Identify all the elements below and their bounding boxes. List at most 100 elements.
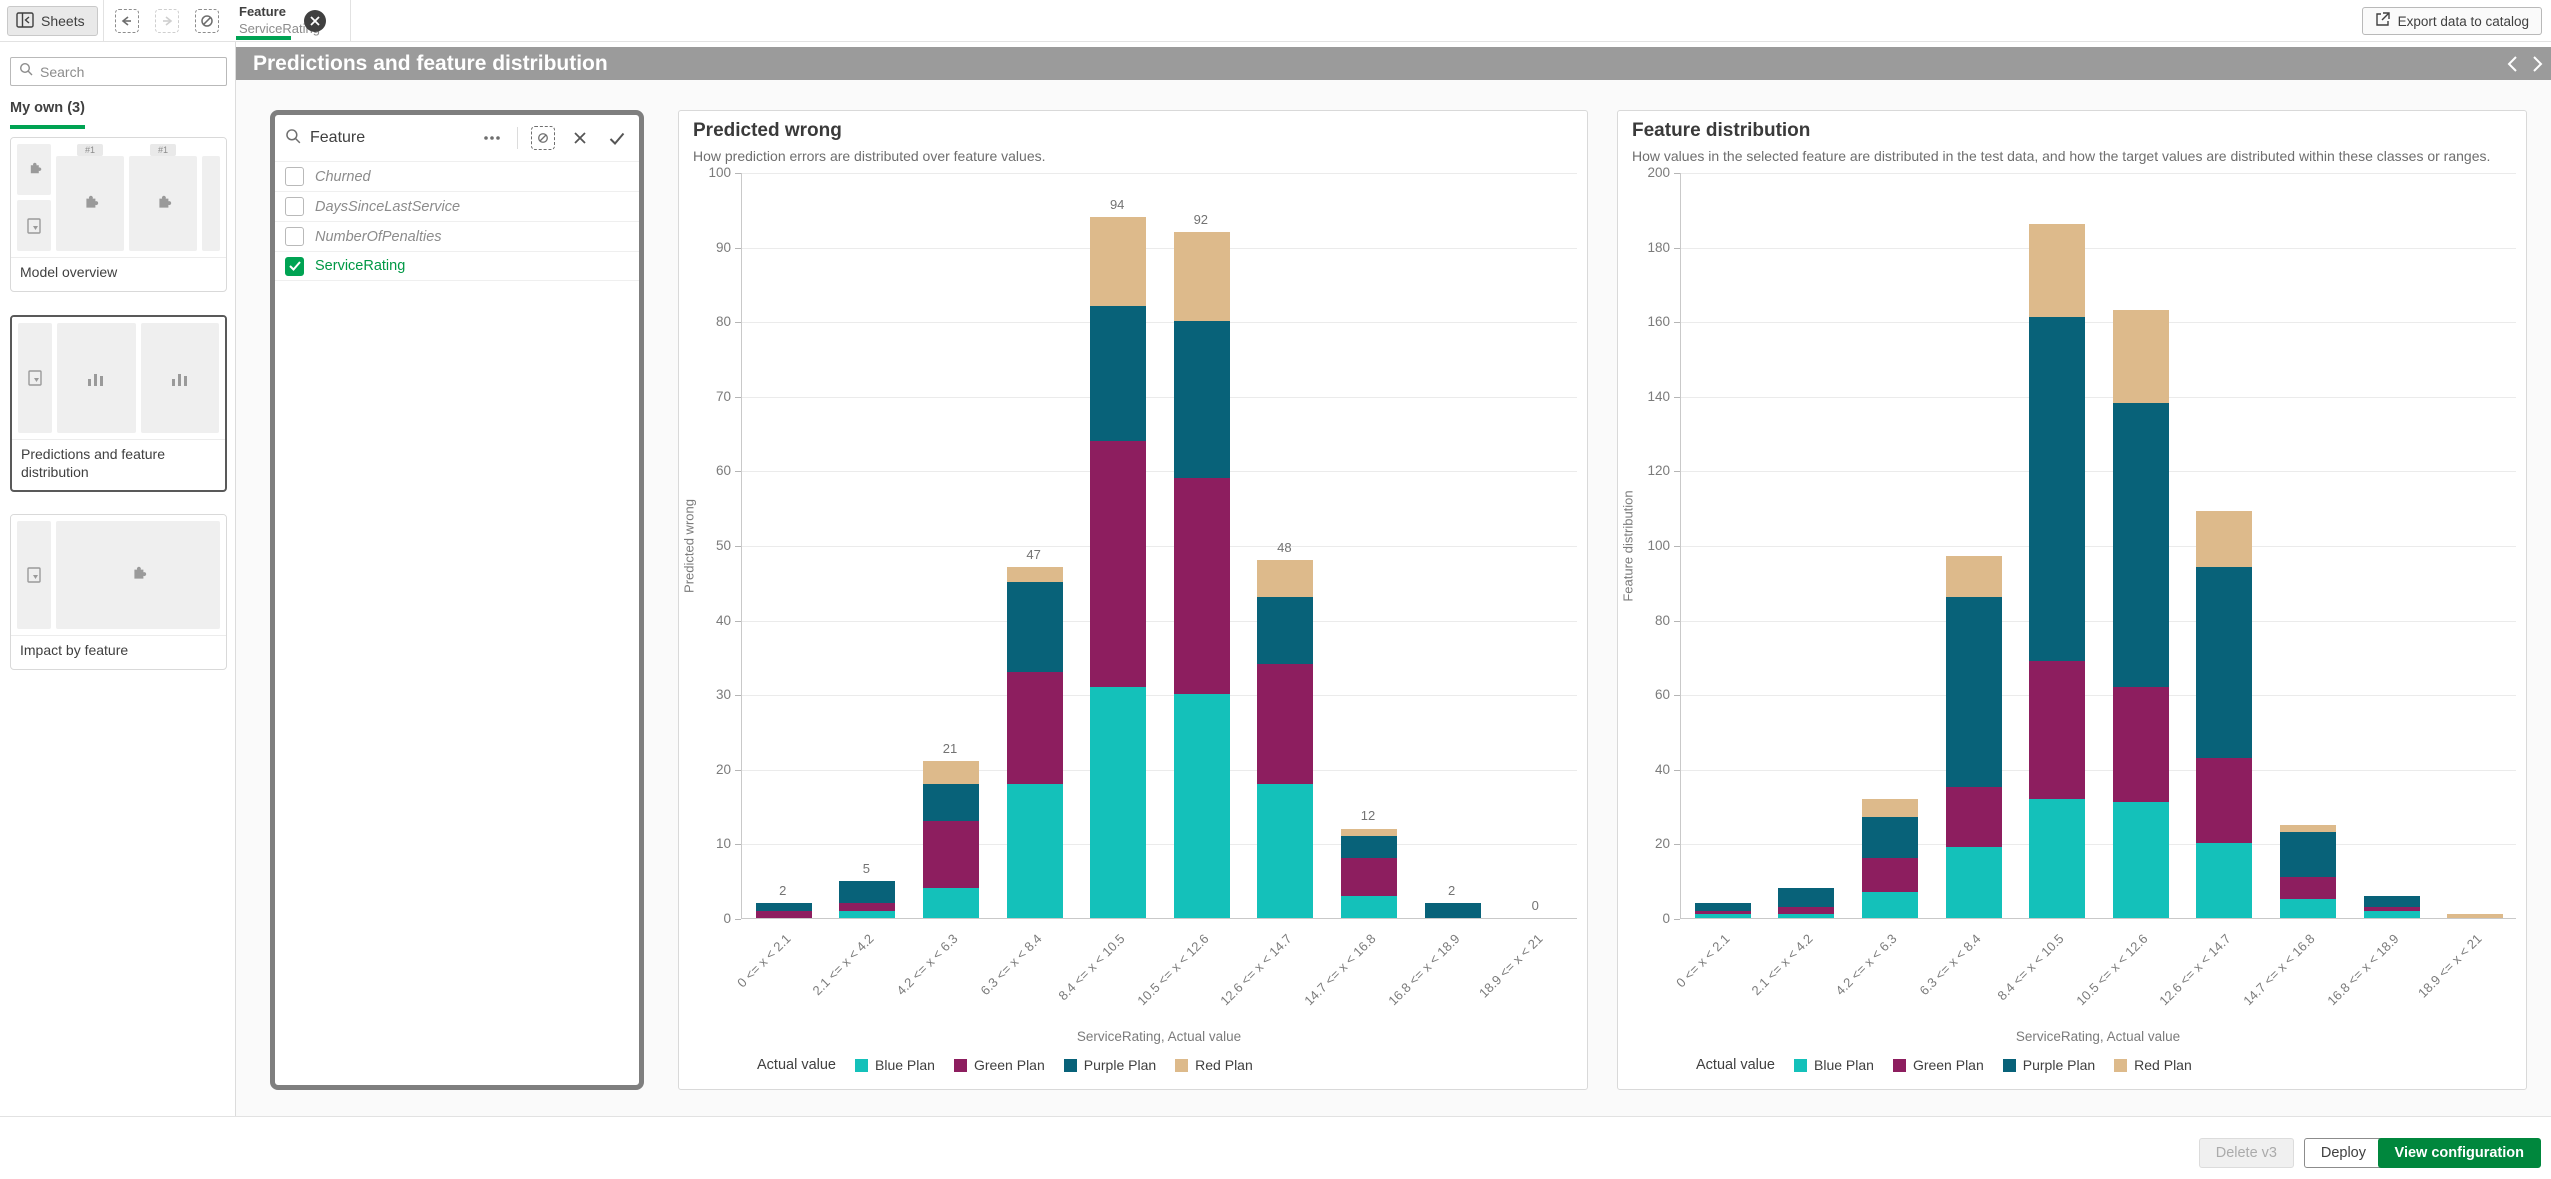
bar-segment-purple-plan[interactable] [1694, 903, 1751, 911]
bar-segment-red-plan[interactable] [2447, 914, 2504, 918]
legend-item-green-plan[interactable]: Green Plan [1892, 1057, 1984, 1073]
tab-my-own[interactable]: My own (3) [10, 100, 85, 129]
bar-segment-purple-plan[interactable] [1090, 306, 1147, 441]
bar-segment-blue-plan[interactable] [2280, 899, 2336, 918]
bar-segment-red-plan[interactable] [2280, 824, 2336, 833]
legend-item-blue-plan[interactable]: Blue Plan [1794, 1057, 1874, 1073]
bar-segment-green-plan[interactable] [2112, 686, 2169, 803]
legend-item-red-plan[interactable]: Red Plan [1175, 1057, 1253, 1073]
bar-segment-blue-plan[interactable] [2363, 910, 2420, 918]
sheet-search[interactable] [10, 57, 227, 86]
legend-item-purple-plan[interactable]: Purple Plan [2002, 1057, 2095, 1073]
search-input[interactable] [40, 63, 221, 80]
bar-segment-green-plan[interactable] [1341, 858, 1397, 896]
sheet-card-predictions[interactable]: Predictions and feature distribution [10, 315, 227, 492]
bar-segment-green-plan[interactable] [1006, 671, 1063, 784]
bar-segment-green-plan[interactable] [755, 910, 812, 918]
sheet-card-impact[interactable]: Impact by feature [10, 514, 227, 670]
bar-segment-green-plan[interactable] [2029, 660, 2086, 799]
more-menu-icon[interactable] [480, 126, 504, 150]
clear-selection-icon[interactable] [531, 126, 555, 150]
legend-item-blue-plan[interactable]: Blue Plan [855, 1057, 935, 1073]
bar-segment-red-plan[interactable] [1257, 559, 1314, 598]
bar-segment-blue-plan[interactable] [1006, 783, 1063, 918]
selection-chip-close-icon[interactable] [304, 10, 326, 32]
bar-segment-green-plan[interactable] [2280, 876, 2336, 900]
bar-segment-purple-plan[interactable] [2280, 832, 2336, 877]
bar-segment-green-plan[interactable] [1945, 787, 2002, 848]
bar-segment-purple-plan[interactable] [1173, 321, 1230, 478]
bar-segment-red-plan[interactable] [2029, 224, 2086, 318]
bar-segment-blue-plan[interactable] [923, 888, 979, 918]
bar-segment-purple-plan[interactable] [2112, 403, 2169, 687]
bar-segment-red-plan[interactable] [923, 761, 979, 784]
bar-segment-purple-plan[interactable] [1424, 903, 1481, 918]
bar-segment-purple-plan[interactable] [923, 783, 979, 822]
bar-segment-green-plan[interactable] [1173, 477, 1230, 695]
bar-segment-green-plan[interactable] [2196, 757, 2253, 844]
bar-segment-green-plan[interactable] [1694, 910, 1751, 915]
feature-distribution-chart-panel[interactable]: Feature distribution How values in the s… [1617, 110, 2527, 1090]
bar-segment-blue-plan[interactable] [1090, 686, 1147, 918]
bar-segment-blue-plan[interactable] [1778, 914, 1835, 918]
bar-segment-blue-plan[interactable] [1694, 914, 1751, 918]
sheet-card-model-overview[interactable]: #1 #1 Model overview [10, 137, 227, 292]
bar-segment-blue-plan[interactable] [2196, 843, 2253, 918]
cancel-selection-icon[interactable] [568, 126, 592, 150]
bar-segment-purple-plan[interactable] [2363, 895, 2420, 907]
bar-segment-green-plan[interactable] [2363, 906, 2420, 911]
bar-segment-red-plan[interactable] [2196, 511, 2253, 568]
feature-filter-panel[interactable]: Feature [270, 110, 644, 1090]
checkbox[interactable] [285, 197, 304, 216]
bar-segment-red-plan[interactable] [1945, 556, 2002, 598]
bar-segment-red-plan[interactable] [1341, 828, 1397, 836]
bar-segment-purple-plan[interactable] [1945, 597, 2002, 788]
bar-segment-red-plan[interactable] [1006, 567, 1063, 583]
bar-segment-red-plan[interactable] [1173, 231, 1230, 322]
bar-segment-purple-plan[interactable] [1006, 582, 1063, 672]
bar-segment-green-plan[interactable] [1778, 906, 1835, 915]
deploy-button[interactable]: Deploy [2303, 1138, 2383, 1168]
feature-option-servicerating[interactable]: ServiceRating [275, 251, 639, 281]
clear-all-selections-icon[interactable] [195, 9, 219, 33]
bar-segment-purple-plan[interactable] [1257, 597, 1314, 665]
bar-segment-blue-plan[interactable] [2029, 798, 2086, 918]
confirm-selection-icon[interactable] [605, 126, 629, 150]
selection-chip-feature[interactable]: Feature ServiceRating [233, 0, 351, 42]
bar-segment-blue-plan[interactable] [1945, 847, 2002, 918]
bar-segment-green-plan[interactable] [1090, 440, 1147, 687]
predicted-wrong-chart-panel[interactable]: Predicted wrong How prediction errors ar… [678, 110, 1588, 1090]
bar-segment-green-plan[interactable] [839, 903, 896, 911]
bar-segment-purple-plan[interactable] [1778, 888, 1835, 907]
bar-segment-purple-plan[interactable] [2196, 567, 2253, 758]
bar-segment-blue-plan[interactable] [2112, 802, 2169, 918]
next-sheet-icon[interactable] [2532, 55, 2543, 73]
bar-segment-green-plan[interactable] [1257, 664, 1314, 784]
bar-segment-blue-plan[interactable] [1341, 895, 1397, 918]
legend-item-red-plan[interactable]: Red Plan [2114, 1057, 2192, 1073]
checkbox[interactable] [285, 167, 304, 186]
legend-item-green-plan[interactable]: Green Plan [953, 1057, 1045, 1073]
bar-segment-red-plan[interactable] [1090, 216, 1147, 307]
legend-item-purple-plan[interactable]: Purple Plan [1063, 1057, 1156, 1073]
view-configuration-button[interactable]: View configuration [2377, 1138, 2541, 1168]
bar-segment-green-plan[interactable] [1862, 858, 1918, 892]
feature-option-churned[interactable]: Churned [275, 161, 639, 191]
selections-step-back-icon[interactable] [115, 9, 139, 33]
feature-option-dayssincelastservice[interactable]: DaysSinceLastService [275, 191, 639, 221]
bar-segment-purple-plan[interactable] [1341, 835, 1397, 859]
feature-option-numberofpenalties[interactable]: NumberOfPenalties [275, 221, 639, 251]
bar-segment-blue-plan[interactable] [1173, 694, 1230, 918]
sheets-toggle-button[interactable]: Sheets [7, 6, 98, 36]
bar-segment-purple-plan[interactable] [839, 880, 896, 904]
bar-segment-purple-plan[interactable] [755, 903, 812, 911]
previous-sheet-icon[interactable] [2507, 55, 2518, 73]
checkbox[interactable] [285, 227, 304, 246]
bar-segment-green-plan[interactable] [923, 821, 979, 889]
checkbox[interactable] [285, 256, 304, 276]
bar-segment-red-plan[interactable] [1862, 798, 1918, 818]
bar-segment-purple-plan[interactable] [2029, 317, 2086, 661]
export-data-button[interactable]: Export data to catalog [2361, 7, 2542, 35]
bar-segment-blue-plan[interactable] [1862, 891, 1918, 918]
bar-segment-blue-plan[interactable] [1257, 783, 1314, 918]
